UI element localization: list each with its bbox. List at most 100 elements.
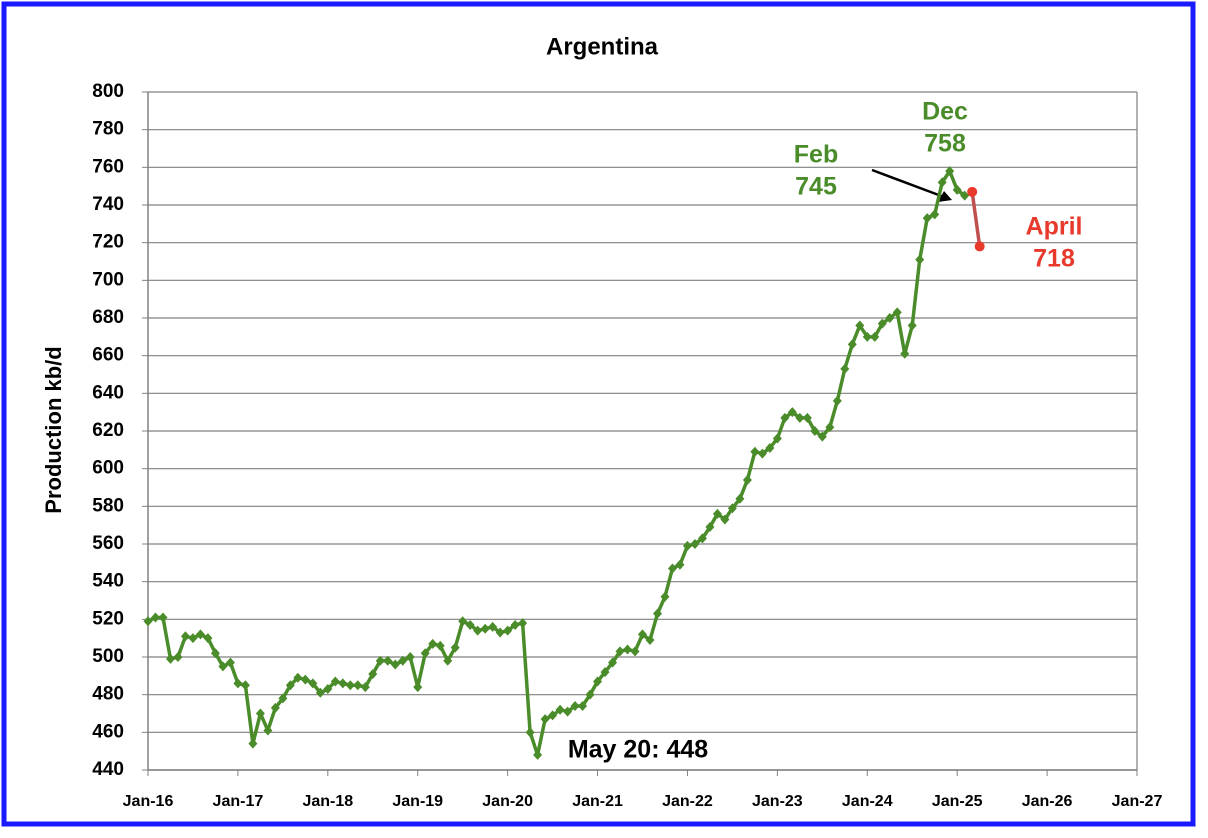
point bbox=[915, 254, 925, 265]
point bbox=[870, 331, 880, 342]
point bbox=[405, 652, 415, 662]
point bbox=[293, 672, 303, 683]
point bbox=[690, 539, 700, 549]
point bbox=[368, 668, 378, 679]
point bbox=[720, 514, 730, 525]
point bbox=[488, 621, 498, 632]
point bbox=[173, 652, 183, 662]
point bbox=[802, 412, 812, 423]
x-tick-label: Jan-24 bbox=[842, 793, 893, 810]
point bbox=[712, 508, 722, 519]
point bbox=[450, 642, 460, 653]
annotation: 718 bbox=[1033, 245, 1075, 273]
y-tick-label: 720 bbox=[92, 232, 124, 253]
point bbox=[682, 540, 692, 551]
x-tick-label: Jan-17 bbox=[213, 793, 264, 810]
y-tick-label: 780 bbox=[92, 119, 124, 140]
point bbox=[195, 629, 205, 640]
point bbox=[540, 714, 550, 725]
point bbox=[435, 640, 445, 651]
y-tick-label: 540 bbox=[92, 571, 124, 592]
point bbox=[300, 674, 310, 685]
point bbox=[825, 422, 835, 433]
y-tick-label: 620 bbox=[92, 420, 124, 441]
point bbox=[218, 661, 228, 672]
point bbox=[765, 442, 775, 453]
point bbox=[945, 166, 955, 177]
point bbox=[742, 474, 752, 485]
point bbox=[203, 633, 213, 644]
point bbox=[465, 619, 475, 630]
point bbox=[795, 412, 805, 423]
point bbox=[585, 689, 595, 700]
point bbox=[390, 659, 400, 670]
point bbox=[263, 725, 273, 736]
point bbox=[735, 493, 745, 504]
point bbox=[877, 318, 887, 329]
x-tick-label: Jan-20 bbox=[482, 793, 533, 810]
point bbox=[900, 348, 910, 359]
point bbox=[974, 241, 985, 252]
point bbox=[240, 680, 250, 691]
point bbox=[952, 184, 962, 195]
point bbox=[413, 682, 423, 693]
annotation: May 20: 448 bbox=[568, 736, 708, 764]
point bbox=[600, 667, 610, 678]
point bbox=[150, 612, 160, 623]
point bbox=[510, 619, 520, 630]
point bbox=[780, 412, 790, 423]
point bbox=[285, 680, 295, 691]
point bbox=[375, 655, 385, 666]
point bbox=[832, 395, 842, 406]
x-tick-label: Jan-18 bbox=[302, 793, 353, 810]
point bbox=[503, 625, 513, 636]
point bbox=[705, 522, 715, 533]
point bbox=[270, 702, 280, 713]
point bbox=[188, 633, 198, 644]
point bbox=[555, 704, 565, 715]
point bbox=[855, 320, 865, 331]
x-tick-label: Jan-26 bbox=[1022, 793, 1073, 810]
point bbox=[158, 612, 168, 623]
annotation: 745 bbox=[795, 173, 837, 201]
point bbox=[548, 710, 558, 721]
point bbox=[817, 431, 827, 442]
point bbox=[473, 625, 483, 636]
y-tick-label: 460 bbox=[92, 721, 124, 742]
point bbox=[885, 313, 895, 323]
series-line bbox=[970, 191, 982, 247]
point bbox=[338, 678, 348, 689]
y-tick-label: 700 bbox=[92, 269, 124, 290]
point bbox=[937, 177, 947, 188]
point bbox=[315, 687, 325, 698]
point bbox=[480, 623, 490, 634]
annotation: April bbox=[1026, 213, 1083, 241]
y-axis-label: Production kb/d bbox=[41, 346, 66, 513]
annotation-arrow bbox=[871, 168, 945, 199]
point bbox=[458, 616, 468, 627]
y-tick-label: 520 bbox=[92, 608, 124, 629]
point bbox=[225, 657, 235, 668]
point bbox=[840, 363, 850, 374]
point bbox=[323, 684, 333, 695]
point bbox=[518, 618, 528, 629]
x-tick-label: Jan-19 bbox=[392, 793, 443, 810]
point bbox=[443, 655, 453, 666]
annotation: Dec bbox=[922, 98, 968, 126]
point bbox=[630, 646, 640, 657]
point bbox=[495, 627, 505, 638]
y-tick-label: 640 bbox=[92, 382, 124, 403]
point bbox=[593, 676, 603, 687]
point bbox=[652, 608, 662, 619]
point bbox=[810, 426, 820, 436]
point bbox=[675, 559, 685, 570]
annotation-arrowhead bbox=[938, 191, 952, 202]
frame bbox=[1, 1, 1196, 827]
x-tick-label: Jan-22 bbox=[662, 793, 713, 810]
point bbox=[525, 727, 535, 738]
point bbox=[660, 591, 670, 602]
point bbox=[165, 653, 175, 664]
point bbox=[615, 646, 625, 657]
point bbox=[345, 680, 355, 691]
